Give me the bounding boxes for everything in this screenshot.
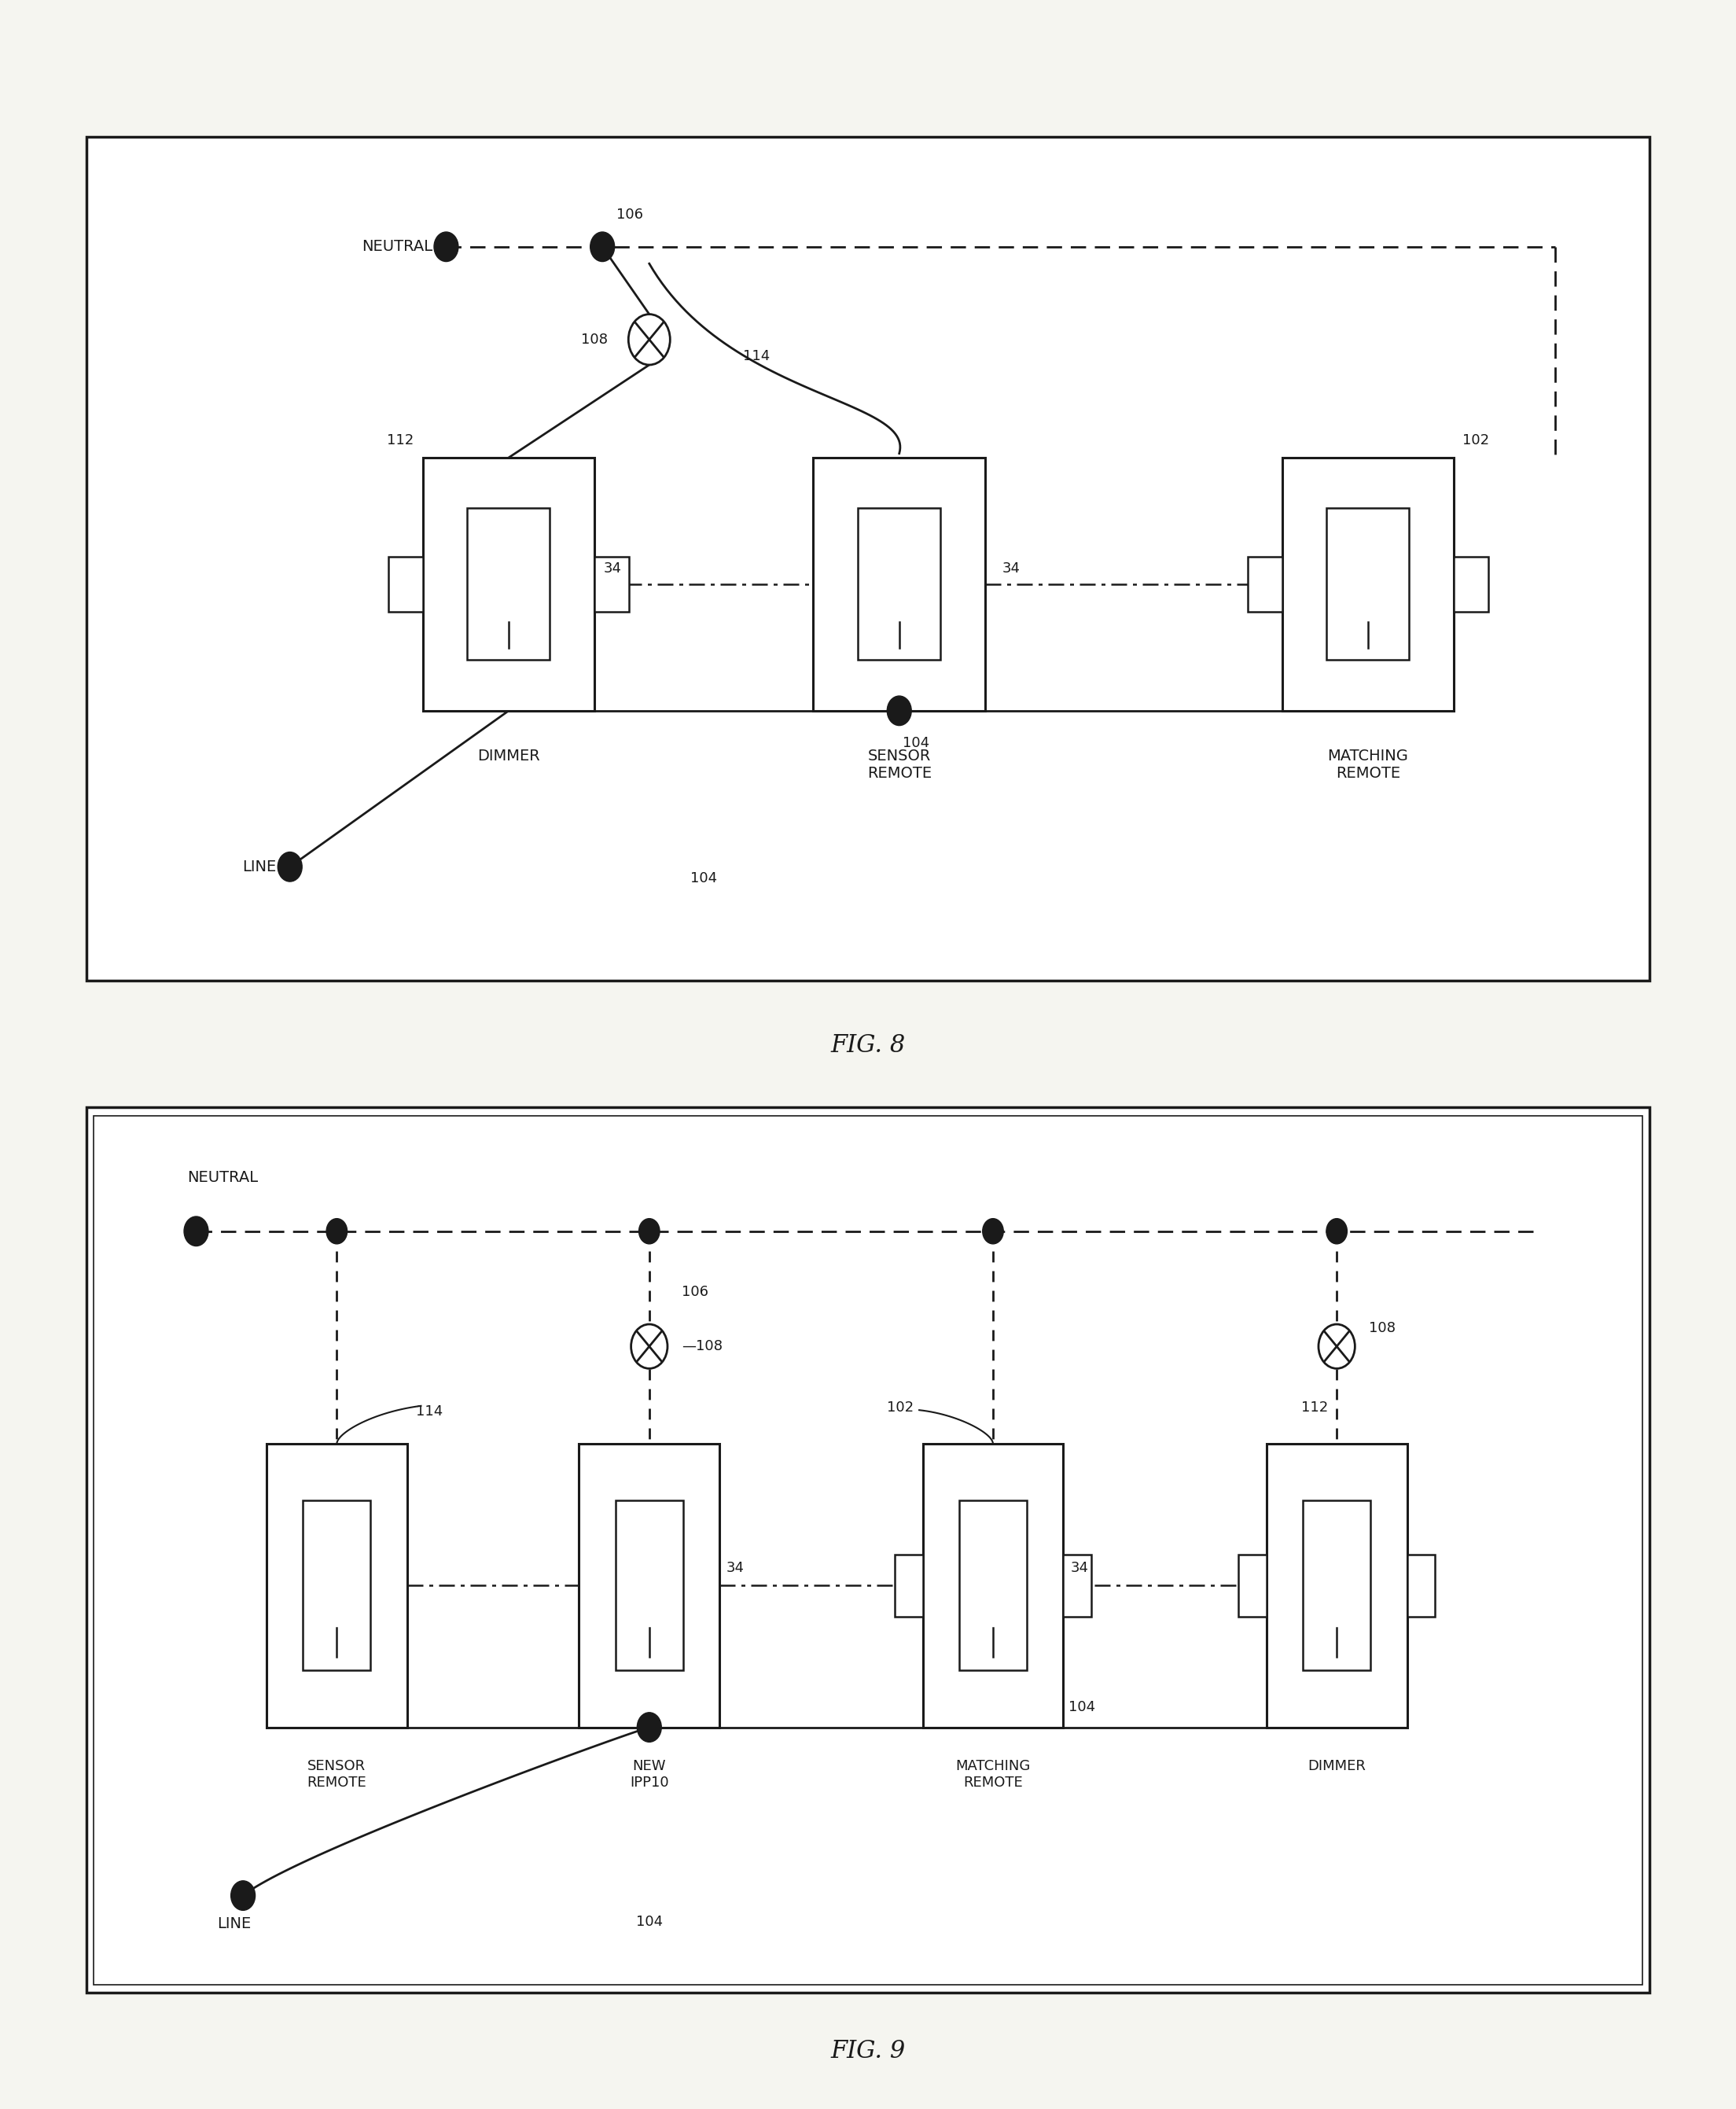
Bar [1267,1445,1408,1727]
Bar [424,458,595,711]
Bar [267,1445,406,1727]
Text: 34: 34 [1069,1561,1088,1575]
Text: 34: 34 [604,561,621,576]
Circle shape [434,232,458,262]
Text: 102: 102 [887,1400,915,1415]
Bar [1408,1554,1436,1618]
Circle shape [887,696,911,725]
Text: FIG. 8: FIG. 8 [830,1033,906,1059]
Text: 114: 114 [743,350,771,363]
Circle shape [278,852,302,882]
Text: MATCHING
REMOTE: MATCHING REMOTE [1328,749,1408,780]
Bar [924,1445,1062,1727]
Text: LINE: LINE [241,858,276,875]
Text: 102: 102 [1462,432,1489,447]
Text: 34: 34 [726,1561,745,1575]
Bar [467,508,550,660]
Text: LINE: LINE [217,1917,252,1932]
Text: 104: 104 [903,736,929,751]
Circle shape [632,1324,667,1369]
Circle shape [983,1219,1003,1244]
Circle shape [637,1713,661,1742]
Text: 112: 112 [1302,1400,1328,1415]
Text: NEUTRAL: NEUTRAL [361,238,432,255]
Circle shape [639,1219,660,1244]
Text: 112: 112 [387,432,415,447]
Bar [87,137,1649,981]
Text: SENSOR
REMOTE: SENSOR REMOTE [307,1759,366,1788]
Bar [94,1116,1642,1985]
Circle shape [628,314,670,365]
Text: 34: 34 [1003,561,1021,576]
Text: SENSOR
REMOTE: SENSOR REMOTE [866,749,932,780]
Bar [1062,1554,1092,1618]
Circle shape [326,1219,347,1244]
Bar [812,458,986,711]
Circle shape [1326,1219,1347,1244]
Text: FIG. 9: FIG. 9 [830,2039,906,2065]
Bar [1248,557,1281,612]
Text: 108: 108 [582,333,608,346]
Text: 104: 104 [691,871,717,886]
Bar [594,557,628,612]
Bar [858,508,941,660]
Bar [389,557,424,612]
Circle shape [184,1217,208,1246]
Bar [960,1499,1026,1670]
Bar [616,1499,682,1670]
Bar [1304,1499,1370,1670]
Text: 114: 114 [417,1405,443,1419]
Bar [1455,557,1488,612]
Text: —108: —108 [681,1339,722,1354]
Bar [1281,458,1455,711]
Text: DIMMER: DIMMER [477,749,540,763]
Bar [1238,1554,1267,1618]
Bar [87,1107,1649,1993]
Text: 106: 106 [616,207,642,221]
Circle shape [1319,1324,1356,1369]
Text: NEW
IPP10: NEW IPP10 [630,1759,668,1788]
Bar [1326,508,1410,660]
Text: 108: 108 [1370,1320,1396,1335]
Bar [580,1445,720,1727]
Text: 104: 104 [635,1915,663,1930]
Text: 104: 104 [1069,1700,1095,1715]
Text: NEUTRAL: NEUTRAL [187,1170,259,1185]
Text: DIMMER: DIMMER [1307,1759,1366,1774]
Circle shape [590,232,615,262]
Circle shape [231,1881,255,1911]
Text: 106: 106 [681,1284,708,1299]
Text: MATCHING
REMOTE: MATCHING REMOTE [955,1759,1031,1788]
Bar [304,1499,370,1670]
Bar [894,1554,924,1618]
